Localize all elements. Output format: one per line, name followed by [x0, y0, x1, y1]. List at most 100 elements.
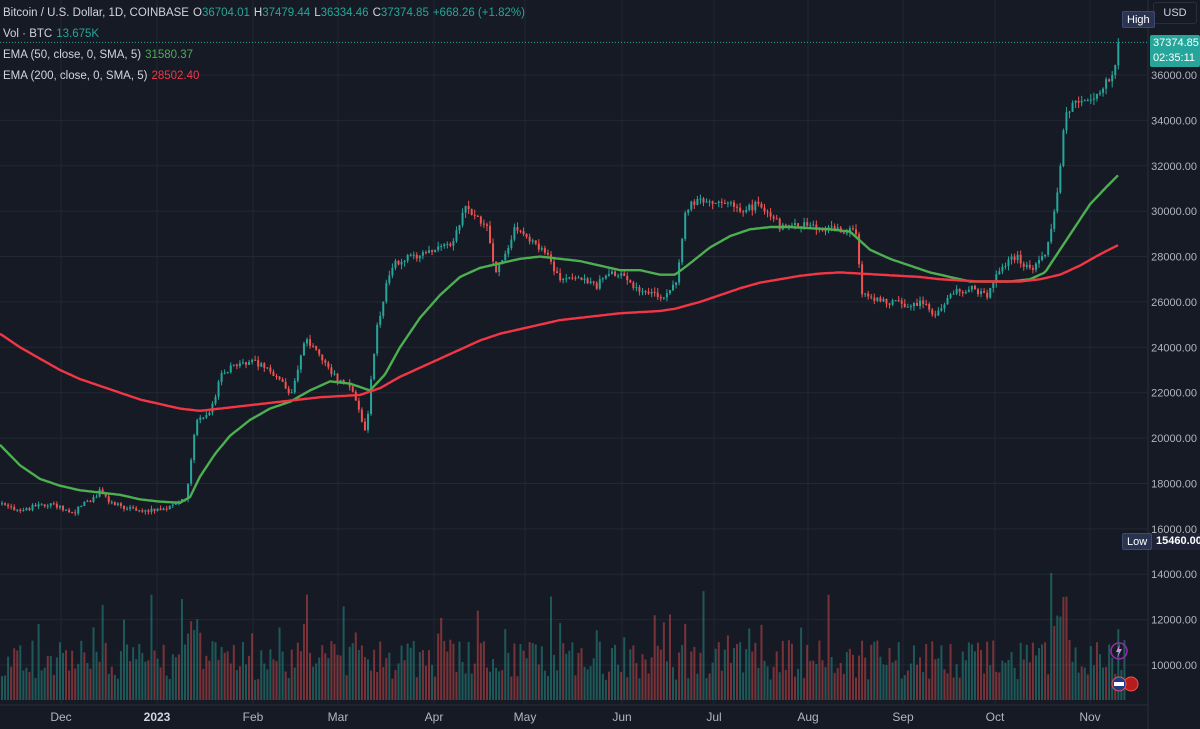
- volume-bar: [903, 675, 906, 700]
- candle-body: [245, 362, 247, 365]
- volume-bar: [958, 677, 961, 700]
- volume-bar: [412, 640, 415, 700]
- volume-bar: [379, 641, 382, 700]
- candle-body: [357, 400, 360, 410]
- legend-ohlc-row: Bitcoin / U.S. Dollar, 1D, COINBASE O367…: [3, 3, 525, 24]
- volume-bar: [607, 671, 610, 700]
- volume-bar: [251, 633, 254, 700]
- candle-body: [1080, 100, 1083, 103]
- candle-body: [168, 505, 171, 510]
- volume-bar: [220, 647, 223, 700]
- candle-body: [983, 291, 986, 293]
- candle-body: [1050, 228, 1053, 242]
- volume-bar: [604, 679, 607, 700]
- volume-bar: [986, 641, 989, 700]
- volume-bar: [1071, 661, 1074, 700]
- candle-body: [479, 216, 482, 224]
- volume-bar: [803, 678, 806, 700]
- volume-bar: [955, 664, 958, 700]
- x-tick-label: Mar: [328, 710, 349, 724]
- volume-bar: [245, 664, 247, 700]
- volume-bar: [916, 664, 918, 700]
- candle-body: [696, 199, 699, 205]
- volume-value: 13.675K: [56, 28, 100, 40]
- candle-body: [766, 211, 769, 213]
- candle-body: [797, 223, 800, 228]
- candle-body: [10, 506, 13, 508]
- x-tick-label: Nov: [1079, 710, 1100, 724]
- volume-bar: [235, 670, 238, 700]
- candle-body: [925, 303, 928, 305]
- candle-body: [662, 297, 665, 299]
- volume-bar: [513, 643, 516, 700]
- candle-body: [107, 496, 110, 503]
- candle-body: [119, 503, 122, 506]
- volume-bar: [1080, 666, 1083, 700]
- candle-body: [339, 379, 342, 383]
- candle-body: [644, 291, 647, 293]
- volume-bar: [543, 670, 546, 700]
- volume-bar: [790, 643, 793, 700]
- volume-bar: [919, 657, 922, 700]
- volume-bar: [1016, 679, 1019, 700]
- candle-body: [757, 201, 760, 204]
- candle-body: [842, 232, 845, 234]
- volume-bar: [290, 649, 293, 700]
- candle-body: [110, 502, 113, 504]
- ema200-line[interactable]: [0, 244, 1119, 412]
- last-price-tag: 37374.85 02:35:11: [1150, 35, 1200, 67]
- chart-legend: Bitcoin / U.S. Dollar, 1D, COINBASE O367…: [3, 3, 525, 87]
- volume-bar: [668, 614, 671, 700]
- candle-body: [156, 508, 159, 512]
- volume-bar: [34, 677, 37, 700]
- volume-bar: [1068, 640, 1071, 700]
- volume-bar: [507, 652, 510, 700]
- candle-body: [373, 353, 376, 380]
- candle-body: [629, 280, 632, 283]
- volume-bar: [733, 648, 735, 700]
- volume-bar: [278, 627, 281, 700]
- x-tick-label: Aug: [797, 710, 818, 724]
- volume-bar: [967, 642, 970, 700]
- candle-body: [528, 236, 531, 242]
- volume-bar: [641, 654, 644, 700]
- volume-bar: [238, 666, 241, 700]
- volume-bar: [574, 675, 577, 700]
- volume-bar: [656, 645, 659, 700]
- x-tick-label: Jun: [612, 710, 631, 724]
- volume-bar: [1102, 667, 1105, 700]
- legend-ema50-row[interactable]: EMA (50, close, 0, SMA, 5) 31580.37: [3, 45, 525, 66]
- volume-bar: [556, 670, 559, 700]
- candle-body: [806, 222, 809, 226]
- candle-body: [330, 367, 333, 374]
- legend-volume-row[interactable]: Vol · BTC 13.675K: [3, 24, 525, 45]
- volume-bar: [205, 655, 208, 700]
- candle-body: [434, 249, 437, 252]
- symbol-title[interactable]: Bitcoin / U.S. Dollar, 1D, COINBASE: [3, 7, 189, 19]
- volume-bar: [546, 676, 549, 700]
- candle-body: [1044, 254, 1047, 257]
- lightning-icon[interactable]: [1110, 642, 1128, 660]
- candle-body: [226, 372, 229, 374]
- ema50-line[interactable]: [0, 174, 1119, 504]
- candle-body: [446, 243, 449, 245]
- candle-body: [58, 505, 61, 508]
- candle-body: [22, 510, 25, 512]
- volume-bar: [537, 664, 540, 700]
- candle-body: [699, 198, 702, 200]
- candle-body: [141, 510, 144, 512]
- currency-button[interactable]: USD: [1153, 2, 1197, 24]
- x-tick-label: Apr: [425, 710, 444, 724]
- candle-body: [531, 240, 534, 242]
- y-tick-label: 20000.00: [1151, 433, 1197, 445]
- volume-bar: [885, 664, 888, 700]
- legend-ema200-row[interactable]: EMA (200, close, 0, SMA, 5) 28502.40: [3, 66, 525, 87]
- volume-bar: [403, 660, 406, 700]
- candle-body: [754, 201, 757, 211]
- volume-bar: [144, 661, 147, 700]
- candle-body: [870, 296, 873, 298]
- volume-bar: [424, 665, 427, 700]
- candle-body: [52, 503, 55, 505]
- candle-body: [546, 252, 549, 255]
